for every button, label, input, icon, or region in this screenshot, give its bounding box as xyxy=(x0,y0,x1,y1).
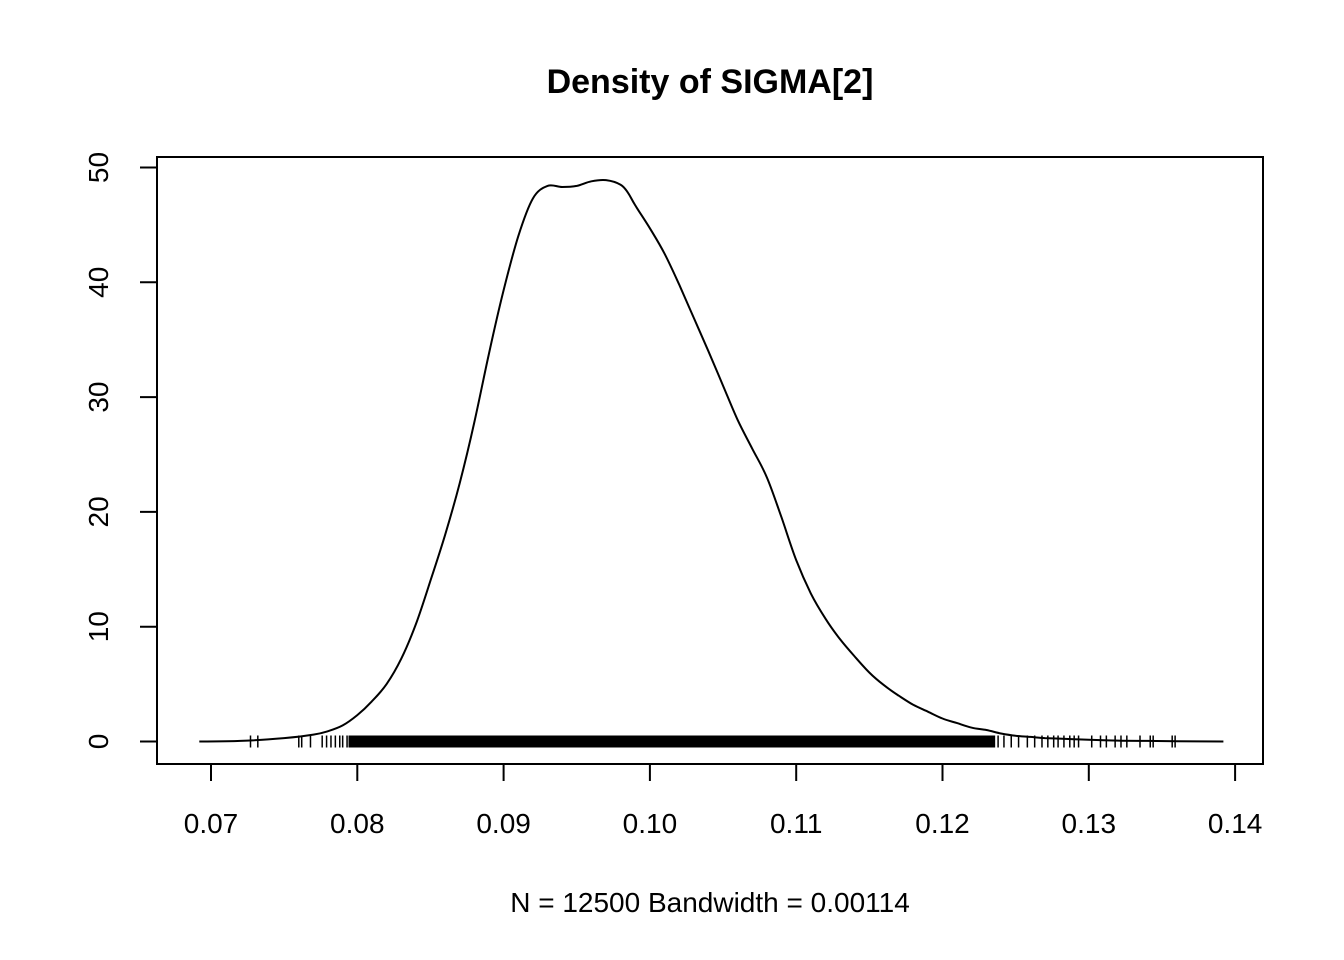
y-tick-label: 50 xyxy=(83,152,114,183)
x-axis-label: N = 12500 Bandwidth = 0.00114 xyxy=(510,887,910,918)
x-tick-label: 0.11 xyxy=(770,808,822,839)
y-tick-label: 30 xyxy=(83,382,114,413)
chart-title: Density of SIGMA[2] xyxy=(547,63,874,101)
x-tick-label: 0.07 xyxy=(184,808,239,839)
x-tick-label: 0.09 xyxy=(476,808,531,839)
x-tick-label: 0.13 xyxy=(1062,808,1117,839)
rug-marks xyxy=(249,735,1176,748)
y-tick-label: 40 xyxy=(83,267,114,298)
y-tick-label: 0 xyxy=(83,734,114,750)
x-tick-label: 0.14 xyxy=(1208,808,1263,839)
x-tick-label: 0.12 xyxy=(915,808,970,839)
x-tick-label: 0.10 xyxy=(623,808,678,839)
density-curve xyxy=(199,178,1224,743)
plot-frame xyxy=(156,156,1264,765)
y-tick-label: 20 xyxy=(83,496,114,527)
x-axis: 0.07 0.08 0.09 0.10 0.11 0.12 0.13 0.14 xyxy=(184,763,1263,839)
y-axis: 0 10 20 30 40 50 xyxy=(83,152,158,750)
y-tick-label: 10 xyxy=(83,611,114,642)
rug-band xyxy=(348,735,996,748)
x-tick-label: 0.08 xyxy=(330,808,385,839)
